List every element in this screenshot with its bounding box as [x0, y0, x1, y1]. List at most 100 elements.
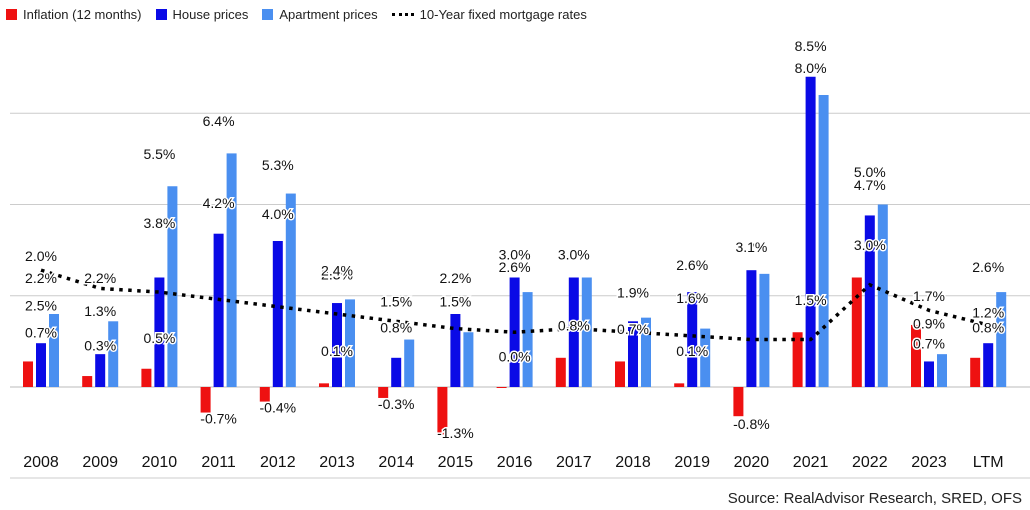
data-label-31: 0.7%: [617, 321, 649, 337]
data-label-18: 2.4%: [321, 263, 353, 279]
data-label-15: 5.3%: [262, 157, 294, 173]
legend-apartment: Apartment prices: [262, 6, 378, 22]
data-label-2: 2.2%: [25, 270, 57, 286]
x-tick-label-2022: 2022: [852, 454, 888, 471]
data-label-23: 1.5%: [439, 294, 471, 310]
data-label-36: 1.6%: [676, 290, 708, 306]
x-tick-label-2014: 2014: [378, 454, 414, 471]
legend-house: House prices: [155, 6, 249, 22]
bar-apartment-LTM: [996, 292, 1007, 387]
data-label-48: 0.9%: [913, 316, 945, 332]
bar-apartment-2017: [581, 277, 592, 387]
bar-house-LTM: [983, 343, 994, 387]
bar-apartment-2009: [108, 321, 119, 387]
bar-apartment-2020: [759, 273, 770, 387]
data-label-14: 4.0%: [262, 206, 294, 222]
x-tick-label-LTM: LTM: [973, 454, 1004, 471]
x-tick-label-2017: 2017: [556, 454, 592, 471]
bar-inflation-2021: [792, 332, 803, 387]
bar-apartment-2012: [285, 193, 296, 387]
bar-inflation-2011: [200, 387, 211, 413]
bar-inflation-2019: [674, 383, 685, 387]
data-label-40: 1.5%: [795, 292, 827, 308]
bar-house-2015: [450, 314, 461, 387]
bar-apartment-2021: [818, 95, 829, 387]
bar-apartment-2018: [641, 317, 651, 387]
x-tick-label-2018: 2018: [615, 454, 651, 471]
data-label-8: 3.8%: [143, 215, 175, 231]
bar-apartment-2008: [49, 314, 59, 387]
x-tick-label-2012: 2012: [260, 454, 296, 471]
data-label-29: 3.0%: [558, 246, 590, 262]
data-label-12: 6.4%: [203, 113, 235, 129]
data-label-45: 5.0%: [854, 164, 886, 180]
data-label-5: 1.3%: [84, 303, 116, 319]
data-label-16: 0.1%: [321, 343, 353, 359]
x-tick-label-2015: 2015: [438, 454, 474, 471]
data-label-28: 0.8%: [558, 317, 590, 333]
data-label-35: 2.6%: [676, 257, 708, 273]
data-label-19: -0.3%: [378, 396, 415, 412]
data-label-46: 1.7%: [913, 288, 945, 304]
data-label-32: 1.8%: [617, 285, 649, 301]
bar-house-2009: [95, 354, 106, 387]
data-label-22: -1.3%: [437, 425, 474, 441]
x-tick-label-2011: 2011: [201, 454, 236, 471]
x-tick-label-2008: 2008: [23, 454, 59, 471]
bar-inflation-LTM: [970, 357, 981, 387]
data-label-34: 0.1%: [676, 343, 708, 359]
bar-inflation-2013: [319, 383, 329, 387]
data-label-47: 0.7%: [913, 336, 945, 352]
bar-house-2010: [154, 277, 165, 387]
x-tick-label-2013: 2013: [319, 454, 355, 471]
data-label-51: 2.6%: [972, 259, 1004, 275]
data-label-10: -0.7%: [200, 411, 237, 427]
bar-inflation-2020: [733, 387, 744, 417]
x-tick-label-2020: 2020: [734, 454, 770, 471]
x-tick-label-2023: 2023: [911, 454, 947, 471]
bar-inflation-2016: [496, 387, 507, 388]
bar-house-2018: [628, 321, 638, 387]
data-label-50: 1.2%: [972, 305, 1004, 321]
legend-label-apartment: Apartment prices: [279, 6, 378, 22]
data-label-30: 3.0%: [558, 246, 590, 262]
x-tick-label-2021: 2021: [793, 454, 829, 471]
data-label-41: 8.5%: [795, 38, 827, 54]
legend-inflation: Inflation (12 months): [6, 7, 142, 22]
bar-inflation-2015: [437, 387, 448, 435]
bar-inflation-2010: [141, 368, 152, 387]
data-label-13: -0.4%: [260, 400, 297, 416]
bar-house-2011: [213, 233, 224, 387]
data-label-38: 3.2%: [735, 239, 767, 255]
legend-label-house: House prices: [172, 6, 249, 22]
source-note: Source: RealAdvisor Research, SRED, OFS: [727, 490, 1022, 507]
x-tick-label-2010: 2010: [142, 454, 178, 471]
legend-swatch-apartment: [262, 8, 274, 20]
data-label-27: 2.6%: [499, 259, 531, 275]
data-label-42: 8.0%: [795, 60, 827, 76]
bar-apartment-2015: [463, 332, 474, 387]
data-label-4: 0.3%: [84, 338, 116, 354]
bar-house-2020: [746, 270, 757, 387]
legend-swatch-inflation: [6, 8, 17, 20]
legend-swatch-mortgage: [391, 12, 414, 16]
data-label-9: 5.5%: [143, 146, 175, 162]
data-label-20: 0.8%: [380, 319, 412, 335]
data-label-37: -0.8%: [733, 416, 770, 432]
data-label-44: 4.7%: [854, 177, 886, 193]
bar-apartment-2010: [167, 186, 178, 387]
bar-inflation-2014: [378, 387, 389, 398]
bar-house-2023: [924, 361, 934, 387]
data-label-25: 0.0%: [499, 348, 531, 364]
bar-house-2017: [568, 277, 579, 387]
chart-legend: Inflation (12 months) House prices Apart…: [6, 5, 601, 23]
bar-house-2014: [391, 357, 402, 387]
bar-house-2021: [805, 76, 816, 387]
data-label-0: 2.5%: [25, 297, 57, 313]
bar-apartment-2019: [700, 328, 711, 387]
data-label-11: 4.2%: [203, 195, 235, 211]
data-label-6: 2.2%: [84, 270, 116, 286]
data-label-43: 3.0%: [854, 237, 886, 253]
legend-swatch-house: [155, 8, 167, 20]
